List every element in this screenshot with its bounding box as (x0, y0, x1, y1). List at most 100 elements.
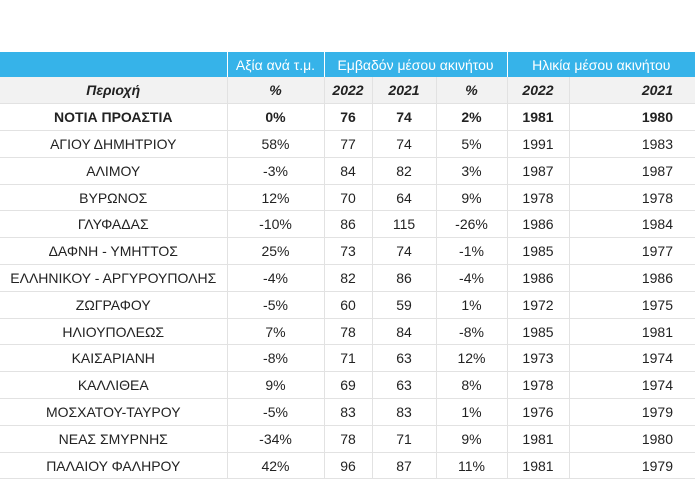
area-2021-cell: 87 (371, 452, 436, 480)
age-2022-cell: 1973 (506, 344, 569, 373)
value-pct-cell: 9% (226, 371, 324, 400)
age-2021-cell: 1987 (568, 157, 696, 185)
age-2021-cell: 1977 (568, 237, 696, 266)
group-header-row: Αξία ανά τ.μ. Εμβαδόν μέσου ακινήτου Ηλι… (0, 52, 696, 77)
region-cell: ΑΛΙΜΟΥ (0, 157, 227, 185)
age-2022-cell: 1986 (506, 264, 569, 292)
value-pct-cell: -10% (226, 210, 324, 239)
value-pct-cell: -4% (226, 264, 324, 292)
region-cell: ΓΛΥΦΑΔΑΣ (0, 210, 227, 239)
age-2021-cell: 1979 (568, 398, 696, 426)
area-2022-cell: 70 (323, 184, 372, 212)
area-2022-cell: 82 (323, 264, 372, 292)
region-cell: ΝΟΤΙΑ ΠΡΟΑΣΤΙΑ (0, 103, 227, 132)
column-header-age-2022: 2022 (506, 77, 569, 105)
region-cell: ΔΑΦΝΗ - ΥΜΗΤΤΟΣ (0, 237, 227, 266)
total-row: ΝΟΤΙΑ ΠΡΟΑΣΤΙΑ 0% 76 74 2% 1981 1980 (0, 103, 696, 132)
area-2021-cell: 59 (371, 291, 436, 319)
table-row: ΜΟΣΧΑΤΟΥ-ΤΑΥΡΟΥ -5% 83 83 1% 1976 1979 (0, 398, 696, 426)
area-2021-cell: 63 (371, 344, 436, 373)
region-cell: ΑΓΙΟΥ ΔΗΜΗΤΡΙΟΥ (0, 130, 227, 158)
column-header-region: Περιοχή (0, 77, 227, 105)
area-2022-cell: 73 (323, 237, 372, 266)
subheader-row: Περιοχή % 2022 2021 % 2022 2021 (0, 77, 696, 105)
age-2022-cell: 1978 (506, 184, 569, 212)
area-pct-cell: -1% (435, 237, 507, 266)
region-cell: ΒΥΡΩΝΟΣ (0, 184, 227, 212)
area-2021-cell: 64 (371, 184, 436, 212)
value-pct-cell: 42% (226, 452, 324, 480)
area-2021-cell: 74 (371, 237, 436, 266)
area-2021-cell: 115 (371, 210, 436, 239)
age-2022-cell: 1986 (506, 210, 569, 239)
area-2021-cell: 63 (371, 371, 436, 400)
age-2022-cell: 1985 (506, 318, 569, 346)
value-pct-cell: 7% (226, 318, 324, 346)
area-pct-cell: 1% (435, 398, 507, 426)
area-2022-cell: 60 (323, 291, 372, 319)
age-2022-cell: 1972 (506, 291, 569, 319)
age-2022-cell: 1981 (506, 425, 569, 453)
table-row: ΓΛΥΦΑΔΑΣ -10% 86 115 -26% 1986 1984 (0, 210, 696, 239)
column-header-value-pct: % (226, 77, 324, 105)
age-2021-cell: 1980 (568, 103, 696, 132)
area-pct-cell: -8% (435, 318, 507, 346)
area-pct-cell: 1% (435, 291, 507, 319)
age-2021-cell: 1975 (568, 291, 696, 319)
area-2022-cell: 78 (323, 425, 372, 453)
table-row: ΚΑΛΛΙΘΕΑ 9% 69 63 8% 1978 1974 (0, 371, 696, 400)
area-2021-cell: 74 (371, 130, 436, 158)
age-2022-cell: 1976 (506, 398, 569, 426)
area-pct-cell: 9% (435, 425, 507, 453)
column-header-area-2022: 2022 (323, 77, 372, 105)
table-row: ΗΛΙΟΥΠΟΛΕΩΣ 7% 78 84 -8% 1985 1981 (0, 318, 696, 346)
value-pct-cell: -34% (226, 425, 324, 453)
region-cell: ΕΛΛΗΝΙΚΟΥ - ΑΡΓΥΡΟΥΠΟΛΗΣ (0, 264, 227, 292)
value-pct-cell: -5% (226, 291, 324, 319)
region-cell: ΚΑΙΣΑΡΙΑΝΗ (0, 344, 227, 373)
table-row: ΝΕΑΣ ΣΜΥΡΝΗΣ -34% 78 71 9% 1981 1980 (0, 425, 696, 453)
age-2021-cell: 1978 (568, 184, 696, 212)
table-row: ΑΛΙΜΟΥ -3% 84 82 3% 1987 1987 (0, 157, 696, 185)
age-2022-cell: 1981 (506, 452, 569, 480)
area-2021-cell: 84 (371, 318, 436, 346)
age-2022-cell: 1981 (506, 103, 569, 132)
area-2022-cell: 96 (323, 452, 372, 480)
area-2022-cell: 78 (323, 318, 372, 346)
column-header-age-2021: 2021 (568, 77, 696, 105)
area-pct-cell: -26% (435, 210, 507, 239)
region-cell: ΗΛΙΟΥΠΟΛΕΩΣ (0, 318, 227, 346)
age-2021-cell: 1980 (568, 425, 696, 453)
age-2022-cell: 1987 (506, 157, 569, 185)
table-row: ΔΑΦΝΗ - ΥΜΗΤΤΟΣ 25% 73 74 -1% 1985 1977 (0, 237, 696, 266)
area-pct-cell: 11% (435, 452, 507, 480)
area-2022-cell: 86 (323, 210, 372, 239)
group-header-area: Εμβαδόν μέσου ακινήτου (323, 52, 507, 77)
area-2021-cell: 86 (371, 264, 436, 292)
area-2022-cell: 69 (323, 371, 372, 400)
table-row: ΒΥΡΩΝΟΣ 12% 70 64 9% 1978 1978 (0, 184, 696, 212)
region-cell: ΝΕΑΣ ΣΜΥΡΝΗΣ (0, 425, 227, 453)
age-2021-cell: 1974 (568, 344, 696, 373)
value-pct-cell: 58% (226, 130, 324, 158)
age-2021-cell: 1974 (568, 371, 696, 400)
column-header-area-2021: 2021 (371, 77, 436, 105)
area-pct-cell: 5% (435, 130, 507, 158)
area-pct-cell: 9% (435, 184, 507, 212)
area-2022-cell: 84 (323, 157, 372, 185)
area-2022-cell: 76 (323, 103, 372, 132)
area-pct-cell: 12% (435, 344, 507, 373)
area-2022-cell: 71 (323, 344, 372, 373)
table-row: ΕΛΛΗΝΙΚΟΥ - ΑΡΓΥΡΟΥΠΟΛΗΣ -4% 82 86 -4% 1986 19… (0, 264, 696, 292)
real-estate-table: Αξία ανά τ.μ. Εμβαδόν μέσου ακινήτου Ηλι… (0, 52, 696, 480)
value-pct-cell: 0% (226, 103, 324, 132)
area-pct-cell: 8% (435, 371, 507, 400)
age-2022-cell: 1991 (506, 130, 569, 158)
value-pct-cell: 12% (226, 184, 324, 212)
region-cell: ΠΑΛΑΙΟΥ ΦΑΛΗΡΟΥ (0, 452, 227, 480)
column-header-area-pct: % (435, 77, 507, 105)
area-2021-cell: 82 (371, 157, 436, 185)
area-2021-cell: 74 (371, 103, 436, 132)
table-row: ΑΓΙΟΥ ΔΗΜΗΤΡΙΟΥ 58% 77 74 5% 1991 1983 (0, 130, 696, 158)
